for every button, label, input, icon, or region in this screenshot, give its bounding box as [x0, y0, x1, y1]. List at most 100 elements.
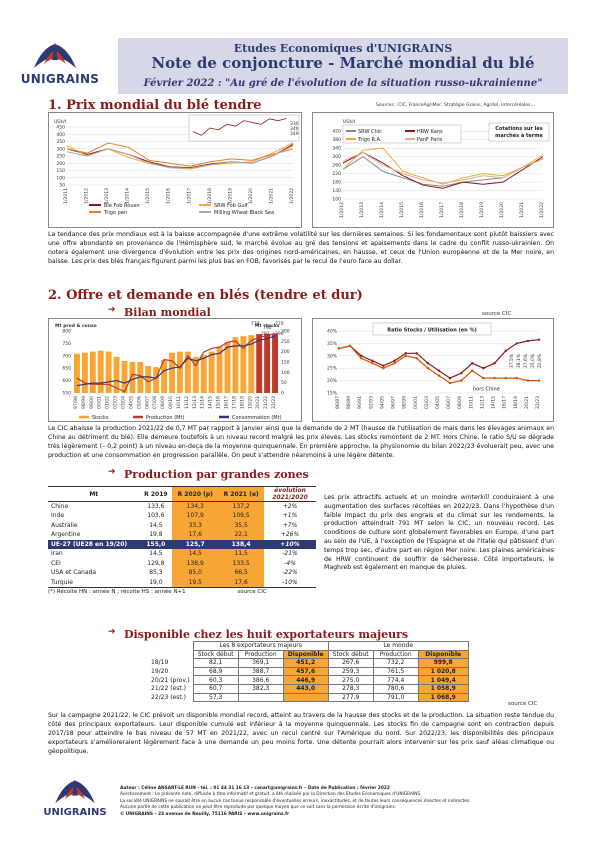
y-tick-label: 150 — [56, 168, 65, 174]
x-tick-label: 10/11 — [468, 396, 474, 409]
stock-bar — [248, 335, 255, 393]
zones-title: Production par grandes zones — [124, 468, 309, 481]
y-axis-label: Mt prod & conso — [55, 323, 97, 329]
x-tick-label: 05/06 — [136, 396, 142, 409]
data-point — [526, 339, 530, 343]
y-tick-label: 180 — [332, 180, 341, 186]
y-tick-label: 25% — [327, 366, 338, 372]
x-tick-label: 21/22 — [263, 396, 269, 409]
x-tick-label: 1/2017 — [439, 202, 445, 218]
stock-bar — [121, 360, 128, 393]
zones-cell: 133,5 — [218, 558, 264, 568]
zones-cell: -10% — [264, 577, 316, 588]
zones-zone-name: CEI — [51, 559, 61, 567]
x-tick-label: 99/00 — [89, 396, 95, 409]
data-label: 37,6% — [523, 353, 529, 368]
data-point — [493, 362, 496, 365]
dispo-cell: 1 058,9 — [417, 683, 469, 694]
stock-bar — [97, 350, 104, 393]
stock-bar — [240, 336, 247, 393]
data-point — [371, 362, 374, 365]
zones-cell: 11,5 — [218, 549, 264, 559]
y-tick-label: 20% — [327, 378, 338, 384]
data-point — [526, 379, 530, 382]
fob-price-chart: US$/t 50 100 150 200 250 300 350 400 450 1/2011 1/… — [48, 112, 302, 228]
zones-text-a: Les prix attractifs actuels et un moindr… — [324, 494, 461, 501]
zones-row: Argentine 19,8 17,6 22,1 +26% — [48, 530, 316, 540]
zones-cell: -4% — [284, 559, 296, 567]
dispo-cell: 451,2 — [282, 658, 329, 668]
zones-cell: 103,6 — [147, 512, 165, 520]
x-tick-label: 1/2018 — [207, 188, 213, 204]
hors-chine-label: hors Chine — [473, 387, 500, 393]
zones-cell: 22,1 — [218, 530, 264, 540]
stock-bar — [216, 346, 223, 393]
zones-zone-name: Australie — [51, 521, 78, 529]
dispo-cell: 68,9 — [192, 666, 239, 677]
dispo-cell: 275,0 — [327, 675, 374, 685]
zones-cell: 109,5 — [218, 511, 264, 521]
legend-label: Trigo pan — [103, 210, 127, 216]
dispo-cell: 57,3 — [192, 692, 239, 703]
zones-cell: 66,5 — [218, 568, 264, 578]
x-tick-label: 22/23 — [535, 396, 541, 409]
dispo-col: Disponible — [417, 649, 469, 660]
inset-value: 349 — [290, 131, 299, 137]
dispo-cell: 82,1 — [192, 658, 239, 668]
y-tick-label: 650 — [62, 366, 71, 372]
dispo-cell: 999,8 — [417, 658, 469, 668]
stock-bar — [153, 367, 160, 393]
footer-warning: Avertissement : Le présente note, diffus… — [120, 792, 422, 798]
x-tick-label: 96/97 — [391, 396, 397, 409]
dispo-row: 22/23 (est.) 57,3 277,9 791,0 1 068,9 — [148, 692, 469, 703]
data-point — [348, 344, 352, 348]
y-tick-label: 50 — [59, 183, 65, 189]
zones-zone-name: USA et Canada — [51, 569, 97, 577]
x-tick-label: 19/20 — [247, 396, 253, 409]
data-point — [482, 367, 485, 370]
dispo-cell: 259,3 — [327, 666, 374, 677]
data-label: 37,5% — [509, 353, 515, 368]
dispo-cell: 369,1 — [237, 658, 284, 668]
zones-table-wrap: Mt R 2019 R 2020 (p) R 2021 (e) évolutio… — [48, 486, 316, 595]
stock-bar — [161, 359, 168, 393]
x-tick-label: 1/2013 — [359, 202, 365, 218]
zones-zone-name: Chine — [51, 503, 69, 510]
dispo-campaign: 22/23 (est.) — [151, 693, 186, 701]
y-tick-label: 260 — [332, 163, 341, 169]
legend-label: Production (Mt) — [146, 415, 184, 421]
section2-title: 2. Offre et demande en blés (tendre et d… — [48, 288, 363, 303]
dispo-cell — [237, 692, 284, 703]
y-tick-label: 100 — [332, 197, 341, 203]
series-line — [66, 142, 294, 167]
data-point — [471, 369, 474, 372]
zones-row: Chine 133,6 134,3 137,2 +2% — [48, 501, 316, 511]
zones-cell: 14,5 — [149, 521, 163, 529]
zones-row: UE-27 (UE28 en 19/20) 155,0 125,7 138,4 +10% — [48, 539, 316, 549]
data-point — [493, 376, 496, 380]
data-label: 38,1% — [516, 353, 522, 368]
x-tick-label: 90/91 — [357, 396, 363, 409]
y-tick-label: 100 — [56, 175, 65, 181]
y2-tick-label: 300 — [281, 329, 290, 335]
x-tick-label: 12/13 — [479, 396, 485, 409]
note-box — [488, 122, 550, 142]
dispo-col: Production — [372, 649, 419, 660]
data-point — [460, 379, 463, 382]
data-point — [426, 362, 430, 365]
x-tick-label: 1/2019 — [479, 202, 485, 218]
stock-bar — [177, 351, 183, 393]
y-tick-label: 380 — [332, 137, 341, 143]
dispo-cell: 457,6 — [282, 666, 329, 677]
data-point — [437, 369, 441, 372]
dispo-text: Sur la campagne 2021/22, le CIC prévoit … — [48, 712, 554, 755]
x-tick-label: 1/2016 — [166, 188, 172, 204]
y-tick-label: 300 — [332, 154, 341, 160]
zones-cell: 17,6 — [218, 577, 264, 588]
stock-bar — [105, 351, 112, 393]
x-tick-label: 97/98 — [73, 396, 79, 409]
zones-zone-name: Inde — [51, 512, 65, 520]
dispo-row: 18/19 82,1 369,1 451,2 267,6 732,2 999,8 — [148, 658, 469, 668]
bilan-chart: Mt prod & conso Mt stocks 550 600 650 700 750 8… — [48, 318, 302, 422]
data-point — [437, 374, 441, 377]
